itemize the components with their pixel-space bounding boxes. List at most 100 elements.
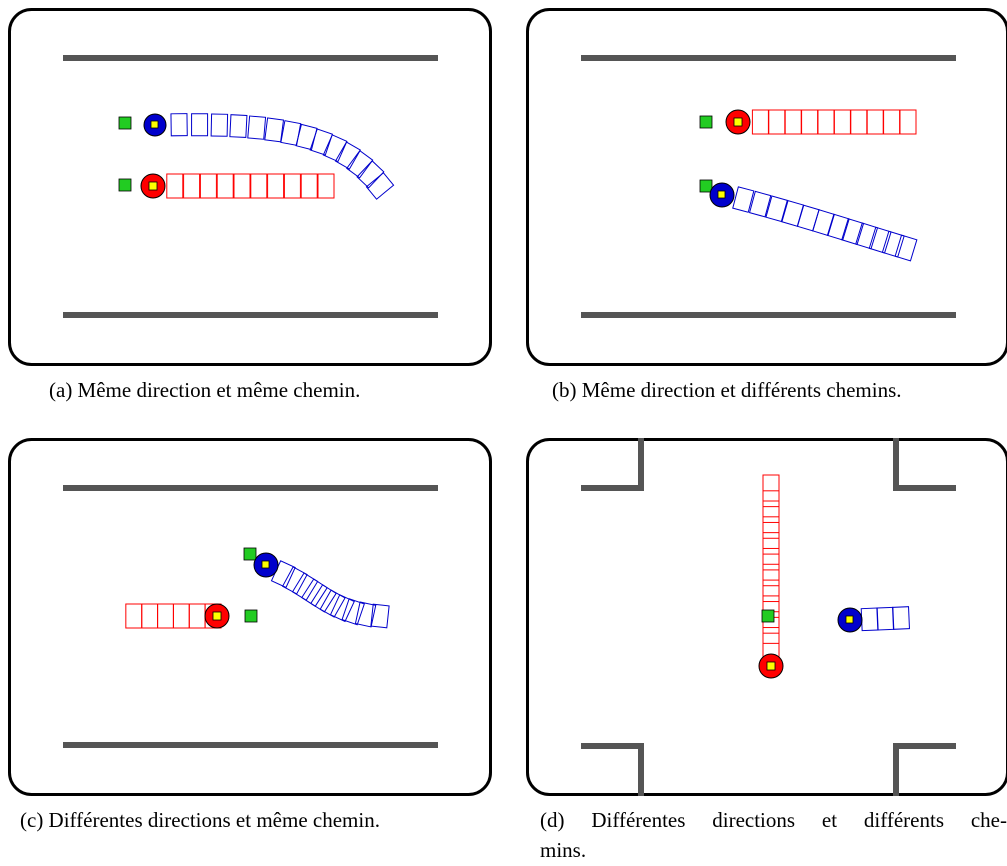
footprint-red xyxy=(784,109,802,135)
footprint-blue xyxy=(812,209,835,237)
goal-blue-icon xyxy=(699,179,713,193)
footprint-red xyxy=(141,603,159,629)
footprint-red xyxy=(762,569,780,597)
footprint-red xyxy=(300,173,318,199)
caption-d-line1: (d) Différentes directions et différents… xyxy=(540,808,1007,832)
caption-b: (b) Même direction et différents chemins… xyxy=(552,378,902,402)
footprint-blue xyxy=(796,204,820,232)
footprint-red xyxy=(157,603,174,629)
footprint-red xyxy=(166,173,184,199)
panel-c xyxy=(8,438,492,796)
arena-frame xyxy=(526,8,1007,366)
footprint-blue xyxy=(354,601,377,628)
robot-red-icon xyxy=(758,653,784,679)
caption-d-line2: mins. xyxy=(540,838,587,862)
wall-corner-bottom-left xyxy=(581,743,644,796)
footprint-blue xyxy=(247,115,267,140)
goal-blue-icon xyxy=(118,116,132,130)
footprint-blue xyxy=(765,195,788,223)
footprint-blue xyxy=(748,190,772,218)
panel-d xyxy=(526,438,1007,796)
footprint-blue xyxy=(280,120,302,146)
robot-red-icon xyxy=(725,109,751,135)
footprint-blue xyxy=(281,566,308,595)
wall-corner-top-left xyxy=(581,438,644,491)
footprint-blue xyxy=(370,603,390,629)
footprint-red xyxy=(762,521,780,549)
arena-frame xyxy=(8,8,492,366)
footprint-blue xyxy=(841,218,865,246)
footprint-blue xyxy=(860,607,879,632)
scene-c xyxy=(8,438,492,796)
footprint-blue xyxy=(855,222,879,250)
footprint-red xyxy=(233,173,251,199)
footprint-red xyxy=(762,490,780,518)
footprint-red xyxy=(188,603,206,629)
footprint-red xyxy=(183,173,201,199)
footprint-red xyxy=(899,109,917,135)
footprint-red xyxy=(125,603,143,629)
footprint-blue xyxy=(301,578,328,607)
robot-red-icon xyxy=(204,603,230,629)
goal-red-icon xyxy=(244,609,258,623)
trajectory-red xyxy=(166,173,335,199)
trajectory-red xyxy=(762,474,780,660)
arena-frame xyxy=(526,438,1007,796)
footprint-blue xyxy=(210,113,229,137)
footprint-blue xyxy=(346,149,374,179)
trajectory-blue xyxy=(270,560,390,629)
footprint-red xyxy=(762,506,780,534)
footprint-blue xyxy=(170,113,188,137)
footprint-blue xyxy=(229,114,248,138)
footprint-blue xyxy=(732,186,755,213)
footprint-blue xyxy=(892,606,910,630)
robot-blue-icon xyxy=(709,182,735,208)
footprint-blue xyxy=(876,606,895,631)
footprint-blue xyxy=(309,128,334,156)
trajectory-blue xyxy=(860,606,910,632)
footprint-red xyxy=(883,109,901,135)
caption-a: (a) Même direction et même chemin. xyxy=(49,378,361,402)
footprint-blue xyxy=(365,172,395,200)
wall-corner-bottom-right xyxy=(893,743,956,796)
footprint-red xyxy=(801,109,819,135)
goal-icon xyxy=(761,609,775,623)
footprint-blue xyxy=(826,213,850,241)
robot-red-icon xyxy=(140,173,166,199)
footprint-red xyxy=(850,109,868,135)
scene-b xyxy=(526,8,1007,366)
footprint-red xyxy=(768,109,786,135)
footprint-red xyxy=(283,173,301,199)
footprint-red xyxy=(762,585,780,613)
caption-c: (c) Différentes directions et même chemi… xyxy=(20,808,380,832)
footprint-red xyxy=(751,109,769,135)
trajectory-blue xyxy=(732,186,918,262)
goal-blue-icon xyxy=(243,547,257,561)
footprint-red xyxy=(199,173,217,199)
panel-b xyxy=(526,8,1007,366)
footprint-red xyxy=(250,173,268,199)
footprint-blue xyxy=(894,234,918,262)
footprint-red xyxy=(817,109,835,135)
footprint-red xyxy=(762,537,780,565)
footprint-blue xyxy=(781,199,805,227)
footprint-blue xyxy=(319,589,346,618)
footprint-red xyxy=(216,173,234,199)
footprint-blue xyxy=(329,594,355,623)
robot-blue-icon xyxy=(143,113,167,137)
trajectory-red xyxy=(125,603,222,629)
goal-red-icon xyxy=(118,178,132,192)
footprint-blue xyxy=(310,584,337,613)
goal-red-icon xyxy=(699,115,713,129)
footprint-blue xyxy=(191,113,209,137)
scene-d xyxy=(526,438,1007,796)
footprint-red xyxy=(762,474,780,502)
footprint-blue xyxy=(334,141,362,170)
wall-corner-top-right xyxy=(893,438,956,491)
footprint-red xyxy=(833,109,851,135)
trajectory-red xyxy=(751,109,917,135)
footprint-blue xyxy=(295,123,318,151)
footprint-red xyxy=(317,173,335,199)
footprint-blue xyxy=(881,230,905,258)
footprint-blue xyxy=(356,160,385,189)
